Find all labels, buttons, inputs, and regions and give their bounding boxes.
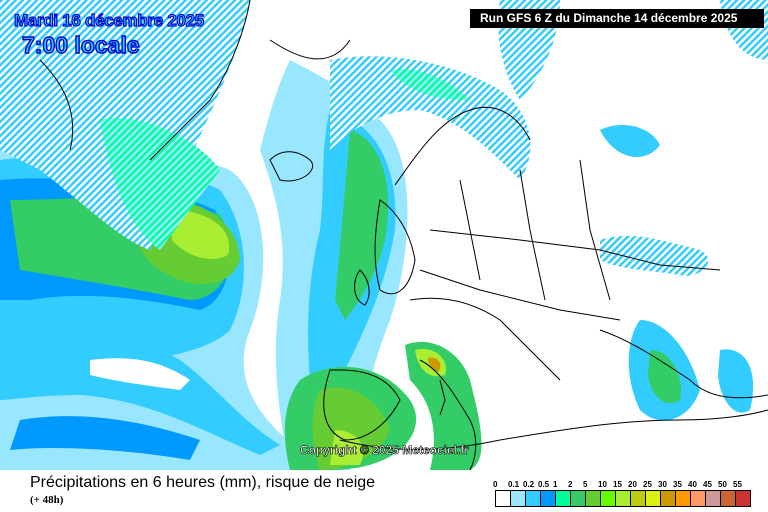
forecast-lead-time: (+ 48h) <box>30 494 64 506</box>
legend-swatch <box>661 491 676 506</box>
legend-label: 0 <box>493 480 498 489</box>
legend-swatches <box>495 490 751 507</box>
forecast-date: Mardi 16 décembre 2025 <box>13 10 204 30</box>
legend-swatch <box>736 491 750 506</box>
copyright-label: Copyright © 2025 Meteociel.fr <box>300 443 469 458</box>
legend-swatch <box>511 491 526 506</box>
legend-swatch <box>586 491 601 506</box>
legend-swatch <box>676 491 691 506</box>
legend-label: 50 <box>718 480 727 489</box>
legend-swatch <box>601 491 616 506</box>
legend-swatch <box>631 491 646 506</box>
legend-label: 1 <box>553 480 558 489</box>
legend-swatch <box>541 491 556 506</box>
legend-label: 0.2 <box>523 480 535 489</box>
legend-swatch <box>556 491 571 506</box>
forecast-time: 7:00 locale <box>21 31 140 58</box>
legend-swatch <box>721 491 736 506</box>
legend-label: 45 <box>703 480 712 489</box>
precipitation-map <box>0 0 768 470</box>
legend-swatch <box>646 491 661 506</box>
legend-swatch <box>706 491 721 506</box>
legend-label: 30 <box>658 480 667 489</box>
legend-swatch <box>691 491 706 506</box>
model-run-label: Run GFS 6 Z du Dimanche 14 décembre 2025 <box>470 9 764 28</box>
legend-label: 40 <box>688 480 697 489</box>
legend-label: 5 <box>583 480 588 489</box>
legend-label: 25 <box>643 480 652 489</box>
legend-label: 0.1 <box>508 480 520 489</box>
map-title: Précipitations en 6 heures (mm), risque … <box>30 474 376 491</box>
legend-label: 0.5 <box>538 480 550 489</box>
coastlines-borders <box>39 0 768 470</box>
legend-swatch <box>616 491 631 506</box>
legend-label: 35 <box>673 480 682 489</box>
legend-label: 20 <box>628 480 637 489</box>
legend-swatch <box>526 491 541 506</box>
legend-label: 2 <box>568 480 573 489</box>
legend-swatch <box>571 491 586 506</box>
legend-label: 55 <box>733 480 742 489</box>
legend-label: 10 <box>598 480 607 489</box>
precip-frontal-band <box>260 60 417 470</box>
legend-swatch <box>496 491 511 506</box>
legend-label: 15 <box>613 480 622 489</box>
precip-east <box>600 0 768 421</box>
precip-west-atlantic <box>0 0 300 470</box>
